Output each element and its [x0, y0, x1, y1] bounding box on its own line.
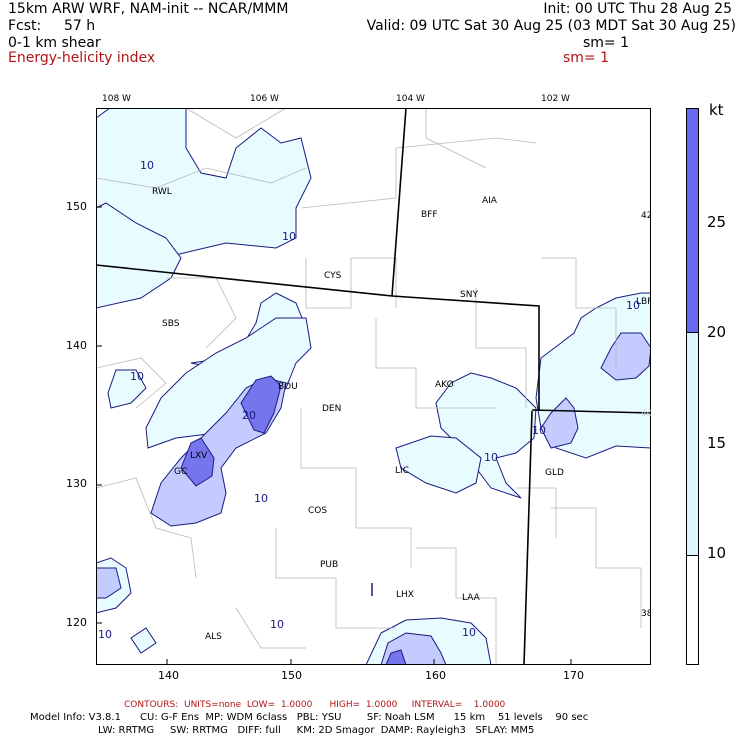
colorbar-segment-15	[687, 333, 698, 555]
station-SBS: SBS	[162, 319, 180, 329]
shear-region-20	[180, 437, 215, 487]
x-tick-label: 150	[281, 669, 302, 682]
forecast-map: RWL BFF AIA CYS SNY SBS LBF BOU AKO DEN …	[96, 108, 651, 665]
shear-region-20	[385, 649, 407, 665]
contour-label: 10	[140, 159, 154, 172]
station-PUB: PUB	[320, 560, 338, 570]
contour-label: 20	[242, 409, 256, 422]
state-border-wyoming-nebraska	[391, 108, 407, 297]
lon-label-108w: 108 W	[102, 94, 131, 104]
colorbar-label-20: 20	[707, 323, 727, 341]
model-info-line-2: LW: RRTMG SW: RRTMG DIFF: full KM: 2D Sm…	[98, 725, 535, 736]
colorbar-label-25: 25	[707, 213, 727, 231]
lon-label-106w: 106 W	[250, 94, 279, 104]
shear-region-20	[240, 375, 282, 434]
station-BOU: BOU	[278, 382, 298, 392]
contour-label: 10	[98, 628, 112, 641]
shear-region-15	[600, 332, 651, 381]
station-RWL: RWL	[152, 187, 172, 197]
contour-label: 10	[270, 618, 284, 631]
colorbar-segment-20	[687, 332, 698, 333]
station-ALS: ALS	[205, 632, 222, 642]
station-LIC: LIC	[395, 466, 409, 476]
colorbar-segment-white	[687, 556, 698, 664]
station-BFF: BFF	[421, 210, 438, 220]
station-LBF: LBF	[636, 297, 651, 307]
state-border-kansas-colorado	[523, 410, 533, 665]
x-tick-label: 170	[563, 669, 584, 682]
colorbar-label-10: 10	[707, 544, 727, 562]
state-border-wyoming-colorado	[96, 264, 393, 297]
station-AKO: AKO	[435, 380, 454, 390]
x-tick-label: 160	[425, 669, 446, 682]
station-GLD: GLD	[545, 468, 564, 478]
station-GC: GC	[174, 467, 187, 477]
colorbar-segment-10	[687, 555, 698, 556]
field-ehi-label: Energy-helicity index	[8, 50, 156, 66]
shear-region-10	[107, 369, 147, 409]
station-LXV: LXV	[190, 451, 208, 461]
contour-label: 10	[532, 424, 546, 437]
lat-label-42n: 42 N	[641, 211, 651, 221]
colorbar-segment-25	[687, 109, 698, 332]
contour-label: 10	[254, 492, 268, 505]
colorbar	[686, 108, 699, 665]
contours-info: CONTOURS: UNITS=none LOW= 1.0000 HIGH= 1…	[124, 700, 506, 710]
station-COS: COS	[308, 506, 327, 516]
forecast-hour: 57 h	[64, 18, 96, 34]
state-border-nebraska-kansas	[531, 409, 651, 414]
lat-label-40n: 40 N	[641, 409, 651, 419]
model-info-line-1: Model Info: V3.8.1 CU: G-F Ens MP: WDM 6…	[30, 712, 589, 723]
station-SNY: SNY	[460, 290, 478, 300]
y-tick-label: 130	[66, 477, 87, 490]
shear-region-10	[395, 435, 482, 494]
shear-region-15	[96, 567, 122, 599]
station-LHX: LHX	[396, 590, 414, 600]
contour-label: 10	[130, 370, 144, 383]
contour-label: 10	[626, 299, 640, 312]
contour-label: 10	[462, 626, 476, 639]
lon-label-102w: 102 W	[541, 94, 570, 104]
colorbar-unit: kt	[709, 101, 724, 119]
y-tick-label: 120	[66, 616, 87, 629]
field-shear-label: 0-1 km shear	[8, 35, 101, 51]
shear-region-10	[130, 627, 157, 654]
station-CYS: CYS	[324, 271, 342, 281]
contour-label: 10	[484, 451, 498, 464]
forecast-label: Fcst:	[8, 18, 42, 34]
lat-label-38n: 38 N	[641, 609, 651, 619]
init-time: Init: 00 UTC Thu 28 Aug 25	[543, 1, 732, 17]
field-shear-smoothing: sm= 1	[583, 35, 630, 51]
model-title: 15km ARW WRF, NAM-init -- NCAR/MMM	[8, 1, 289, 17]
station-LAA: LAA	[462, 593, 481, 603]
y-tick-label: 150	[66, 200, 87, 213]
station-DEN: DEN	[322, 404, 341, 414]
y-tick-label: 140	[66, 339, 87, 352]
x-tick-label: 140	[158, 669, 179, 682]
lon-label-104w: 104 W	[396, 94, 425, 104]
state-border-nebraska-colorado	[391, 295, 540, 411]
valid-time: Valid: 09 UTC Sat 30 Aug 25 (03 MDT Sat …	[366, 18, 736, 34]
colorbar-label-15: 15	[707, 434, 727, 452]
station-AIA: AIA	[482, 196, 498, 206]
field-ehi-smoothing: sm= 1	[563, 50, 610, 66]
shear-region-10	[96, 202, 182, 309]
contour-label: 10	[282, 230, 296, 243]
